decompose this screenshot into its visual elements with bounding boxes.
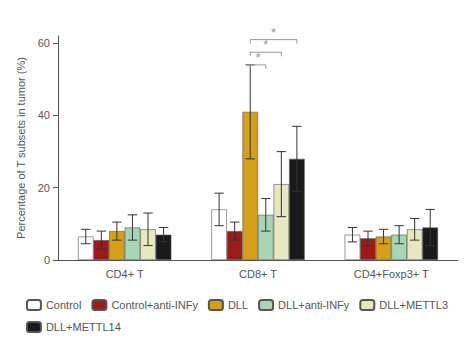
svg-text:60: 60: [38, 37, 50, 49]
svg-text:CD4+ T: CD4+ T: [106, 268, 144, 280]
svg-text:DLL+anti-INFy: DLL+anti-INFy: [278, 299, 350, 311]
svg-text:CD8+ T: CD8+ T: [239, 268, 277, 280]
svg-text:40: 40: [38, 109, 50, 121]
svg-text:CD4+Foxp3+ T: CD4+Foxp3+ T: [354, 268, 429, 280]
svg-text:*: *: [271, 25, 276, 40]
svg-text:0: 0: [44, 254, 50, 266]
svg-text:Control: Control: [46, 299, 81, 311]
svg-text:20: 20: [38, 182, 50, 194]
svg-text:Control+anti-INFy: Control+anti-INFy: [111, 299, 198, 311]
svg-text:DLL+METTL3: DLL+METTL3: [379, 299, 448, 311]
svg-text:Percentage of T subsets in tum: Percentage of T subsets in tumor (%): [15, 57, 27, 239]
svg-text:DLL+METTL14: DLL+METTL14: [46, 321, 121, 333]
svg-text:DLL: DLL: [228, 299, 248, 311]
